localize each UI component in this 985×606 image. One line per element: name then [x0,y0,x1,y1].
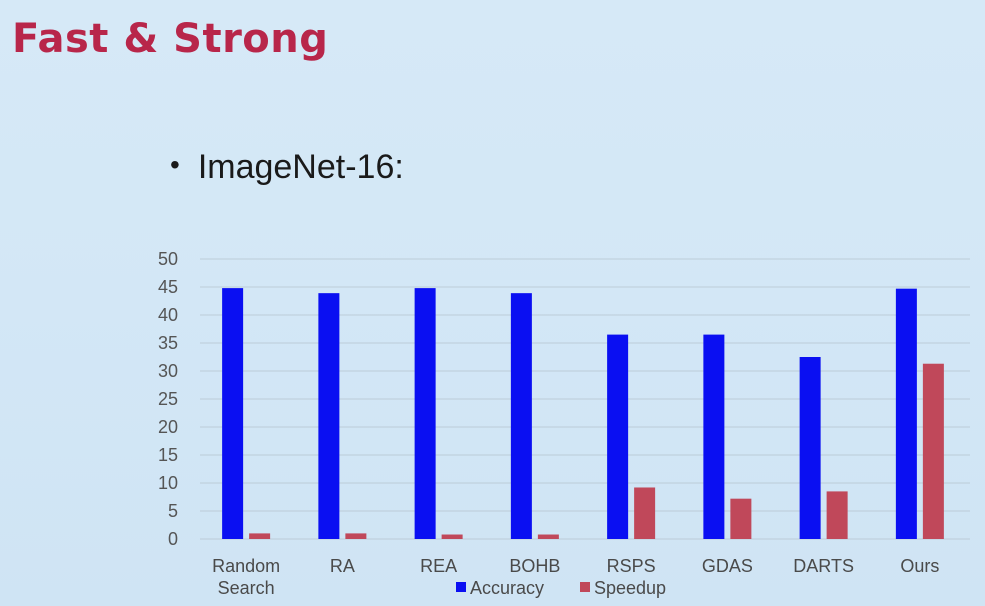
y-tick-label: 40 [158,305,178,325]
x-category-label: REA [420,556,457,576]
bar-speedup-darts [826,491,848,539]
bar-accuracy-darts [799,357,821,539]
bar-speedup-bohb [537,534,559,539]
bullet-text: ImageNet-16: [197,148,404,186]
bar-speedup-ours [922,363,944,539]
bullet-item: • ImageNet-16: [170,148,404,187]
y-axis-ticks: 0 5 10 15 20 25 30 35 40 45 50 [158,249,178,549]
legend-label-speedup: Speedup [594,578,666,598]
y-tick-label: 20 [158,417,178,437]
chart-bars [222,288,944,539]
chart-legend: Accuracy Speedup [456,578,666,598]
legend-swatch-accuracy [456,582,466,592]
bar-accuracy-rea [414,288,436,539]
bar-accuracy-gdas [703,334,725,539]
bar-speedup-random-search [249,533,271,539]
y-tick-label: 50 [158,249,178,269]
bullet-dot-icon: • [170,149,180,180]
bar-speedup-ra [345,533,367,539]
y-tick-label: 30 [158,361,178,381]
y-tick-label: 15 [158,445,178,465]
bar-speedup-rea [441,534,463,539]
y-tick-label: 35 [158,333,178,353]
x-category-label: RSPS [607,556,656,576]
x-category-label: RA [330,556,355,576]
x-category-label: Ours [900,556,939,576]
y-tick-label: 0 [168,529,178,549]
x-category-label: DARTS [793,556,854,576]
x-category-label: Search [218,578,275,598]
bar-speedup-gdas [730,498,752,539]
bar-accuracy-ours [895,288,917,539]
bar-accuracy-rsps [607,334,629,539]
slide-title: Fast & Strong [12,16,329,62]
legend-label-accuracy: Accuracy [470,578,544,598]
y-tick-label: 45 [158,277,178,297]
bar-accuracy-bohb [510,293,532,539]
bar-accuracy-random-search [222,288,244,539]
x-category-label: BOHB [509,556,560,576]
chart-gridlines [200,258,970,540]
y-tick-label: 10 [158,473,178,493]
bar-accuracy-ra [318,293,340,539]
bar-speedup-rsps [634,487,656,539]
x-category-label: Random [212,556,280,576]
x-category-label: GDAS [702,556,753,576]
y-tick-label: 25 [158,389,178,409]
y-tick-label: 5 [168,501,178,521]
legend-swatch-speedup [580,582,590,592]
